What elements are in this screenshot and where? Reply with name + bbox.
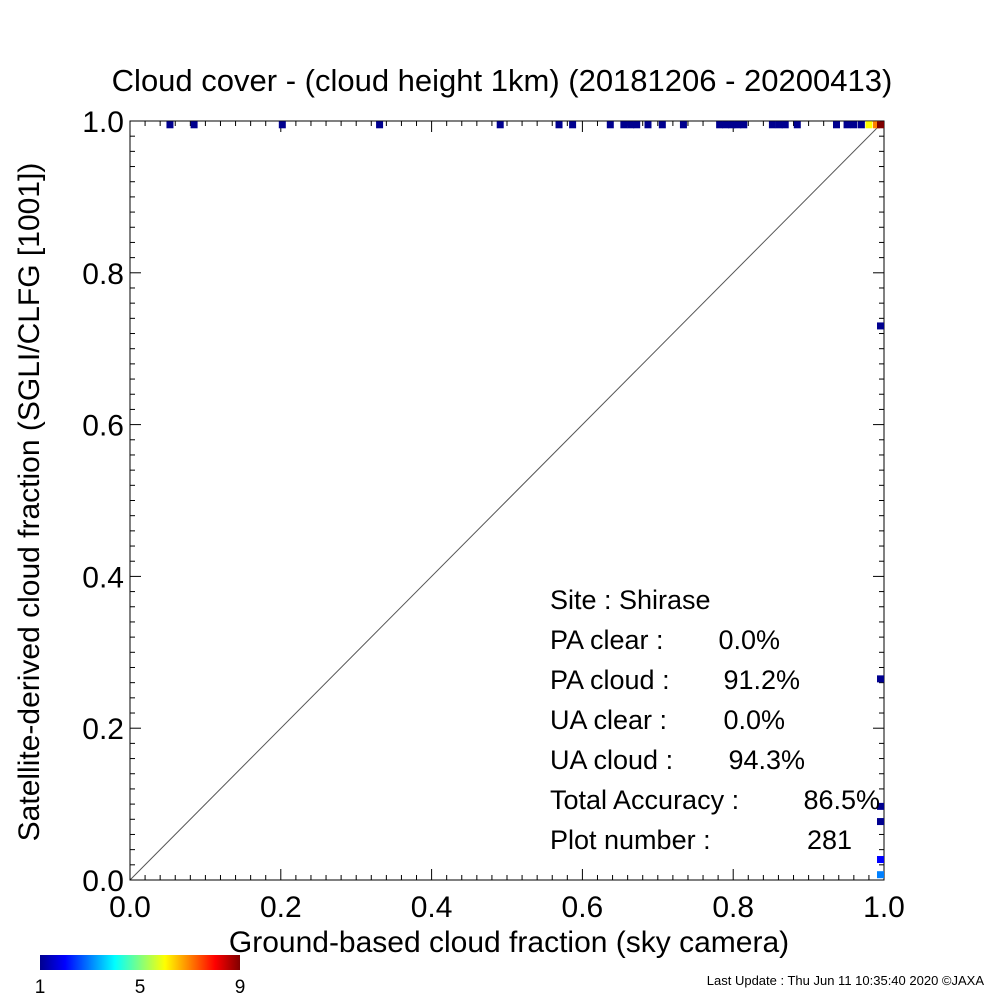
data-point xyxy=(877,802,884,810)
data-point xyxy=(768,121,776,129)
x-tick-label: 0.4 xyxy=(411,891,453,924)
data-point xyxy=(166,121,174,129)
data-point xyxy=(877,121,884,129)
y-tick-label: 0.0 xyxy=(82,865,124,898)
data-point xyxy=(627,121,635,129)
data-point xyxy=(843,121,851,129)
data-point xyxy=(620,121,628,129)
data-point xyxy=(740,121,748,129)
data-point xyxy=(606,121,614,129)
y-tick-label: 0.8 xyxy=(82,258,124,291)
y-tick-label: 0.6 xyxy=(82,410,124,443)
plot-area: 0.0 0.2 0.4 0.6 0.8 1.0 0.0 0.2 0.4 0.6 0.8 1.0 xyxy=(82,106,905,924)
stat-value: 281 xyxy=(807,825,852,855)
data-point xyxy=(496,121,504,129)
data-point xyxy=(877,856,884,864)
data-point xyxy=(644,121,652,129)
y-tick-label: 0.2 xyxy=(82,713,124,746)
data-point xyxy=(633,121,641,129)
data-point xyxy=(857,121,865,129)
x-tick-label: 0.8 xyxy=(712,891,754,924)
diagonal-line xyxy=(129,120,885,881)
stat-label: Site : Shirase xyxy=(550,585,711,615)
data-point xyxy=(722,121,730,129)
x-tick-label: 0.6 xyxy=(562,891,604,924)
data-point xyxy=(569,121,577,129)
stat-label: UA cloud : xyxy=(550,745,673,775)
y-tick-label: 0.4 xyxy=(82,561,124,594)
data-point xyxy=(775,121,783,129)
y-axis-label: Satellite-derived cloud fraction (SGLI/C… xyxy=(13,163,46,842)
data-point xyxy=(679,121,687,129)
chart-title: Cloud cover - (cloud height 1km) (201812… xyxy=(112,63,893,98)
stat-label: Plot number : xyxy=(550,825,711,855)
stat-label: PA cloud : xyxy=(550,665,670,695)
data-point xyxy=(832,121,840,129)
data-point xyxy=(793,121,801,129)
stat-value: 0.0% xyxy=(723,705,785,735)
y-tick-label: 1.0 xyxy=(82,106,124,139)
colorbar-gradient xyxy=(40,955,240,970)
data-point xyxy=(716,121,724,129)
data-point xyxy=(376,121,384,129)
colorbar-tick-label: 9 xyxy=(235,977,246,998)
data-point xyxy=(190,121,198,129)
data-point xyxy=(877,322,884,330)
stat-value: 86.5% xyxy=(803,785,880,815)
data-point xyxy=(734,121,742,129)
data-point xyxy=(278,121,286,129)
data-point xyxy=(658,121,666,129)
data-point xyxy=(850,121,858,129)
data-point xyxy=(877,818,884,826)
data-point xyxy=(555,121,563,129)
stat-value: 91.2% xyxy=(723,665,800,695)
colorbar-tick-label: 5 xyxy=(135,977,146,998)
stat-value: 94.3% xyxy=(728,745,805,775)
data-point xyxy=(872,121,880,129)
stat-label: UA clear : xyxy=(550,705,667,735)
data-point xyxy=(877,871,884,879)
x-axis-label: Ground-based cloud fraction (sky camera) xyxy=(229,926,789,959)
stats-block: Site : Shirase PA clear : 0.0% PA cloud : 91… xyxy=(550,585,880,855)
last-update-text: Last Update : Thu Jun 11 10:35:40 2020 ©… xyxy=(707,973,985,988)
data-point xyxy=(728,121,736,129)
x-tick-label: 1.0 xyxy=(863,891,905,924)
stat-label: PA clear : xyxy=(550,625,664,655)
x-tick-label: 0.2 xyxy=(260,891,302,924)
colorbar: 1 5 9 xyxy=(35,955,246,998)
stat-label: Total Accuracy : xyxy=(550,785,739,815)
data-point xyxy=(865,121,873,129)
data-point xyxy=(781,121,789,129)
stat-value: 0.0% xyxy=(718,625,780,655)
x-tick-label: 0.0 xyxy=(109,891,151,924)
colorbar-tick-label: 1 xyxy=(35,977,46,998)
data-point xyxy=(877,675,884,683)
